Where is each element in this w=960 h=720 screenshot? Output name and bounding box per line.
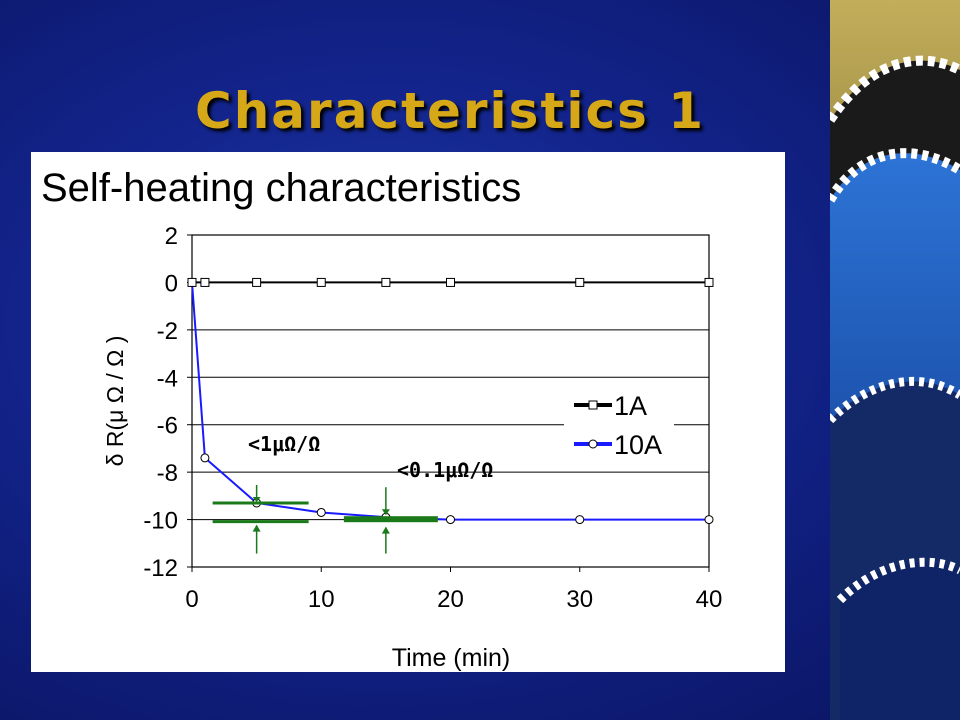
data-point-1A [252, 277, 262, 287]
x-tick-label: 10 [308, 586, 335, 613]
y-tick-label: -10 [143, 508, 178, 535]
y-axis-label: δ R(μ Ω / Ω ) [102, 336, 128, 467]
data-point-10A [446, 515, 455, 525]
wave-crest-lower [840, 562, 960, 720]
data-point-10A [200, 453, 210, 463]
tolerance-arrowhead-top [381, 509, 390, 516]
tolerance-arrowhead-top [252, 496, 261, 502]
annotation-label: <0.1μΩ/Ω [397, 458, 493, 482]
wave-decoration [830, 0, 960, 720]
x-tick-label: 40 [696, 586, 723, 613]
y-tick-label: -12 [143, 555, 178, 582]
tolerance-arrowhead-bottom [381, 526, 390, 534]
legend-marker-10A [588, 439, 598, 449]
tolerance-bar-thick [343, 516, 438, 523]
series-line-10A [191, 282, 709, 521]
data-point-1A [704, 277, 714, 287]
x-axis-label: Time (min) [392, 644, 511, 672]
x-tick-label: 30 [566, 586, 593, 613]
wave-foam-top [830, 55, 960, 123]
y-tick-label: -8 [157, 460, 178, 487]
data-point-1A [187, 277, 197, 287]
legend-box [564, 384, 674, 464]
y-tick-label: -2 [157, 318, 178, 345]
y-tick-label: -6 [157, 413, 178, 440]
data-point-1A [446, 277, 455, 287]
data-point-10A [575, 515, 585, 525]
chart-heading: Self-heating characteristics [41, 166, 522, 210]
data-point-10A [704, 515, 714, 525]
y-tick-label: 2 [165, 223, 178, 250]
data-point-1A [381, 277, 391, 287]
tolerance-arrowhead-bottom [252, 524, 261, 532]
data-point-1A [200, 277, 210, 287]
legend-label-1A: 1A [614, 391, 647, 421]
chart-panel: Self-heating characteristics 2 0 -2 -4 -6 -8-… [31, 152, 785, 672]
slide-title: Characteristics 1 [195, 82, 706, 140]
data-point-10A [316, 507, 326, 517]
y-tick-label: -4 [157, 365, 178, 392]
data-point-1A [575, 277, 585, 287]
legend-label-10A: 10A [614, 430, 662, 460]
annotation-label: <1μΩ/Ω [248, 432, 320, 456]
legend-marker-1A [588, 400, 598, 410]
y-tick-label: 0 [165, 270, 178, 297]
x-tick-label: 0 [185, 586, 198, 613]
data-point-1A [316, 277, 326, 287]
x-tick-label: 20 [437, 586, 464, 613]
wave-foam-lower [836, 557, 960, 604]
